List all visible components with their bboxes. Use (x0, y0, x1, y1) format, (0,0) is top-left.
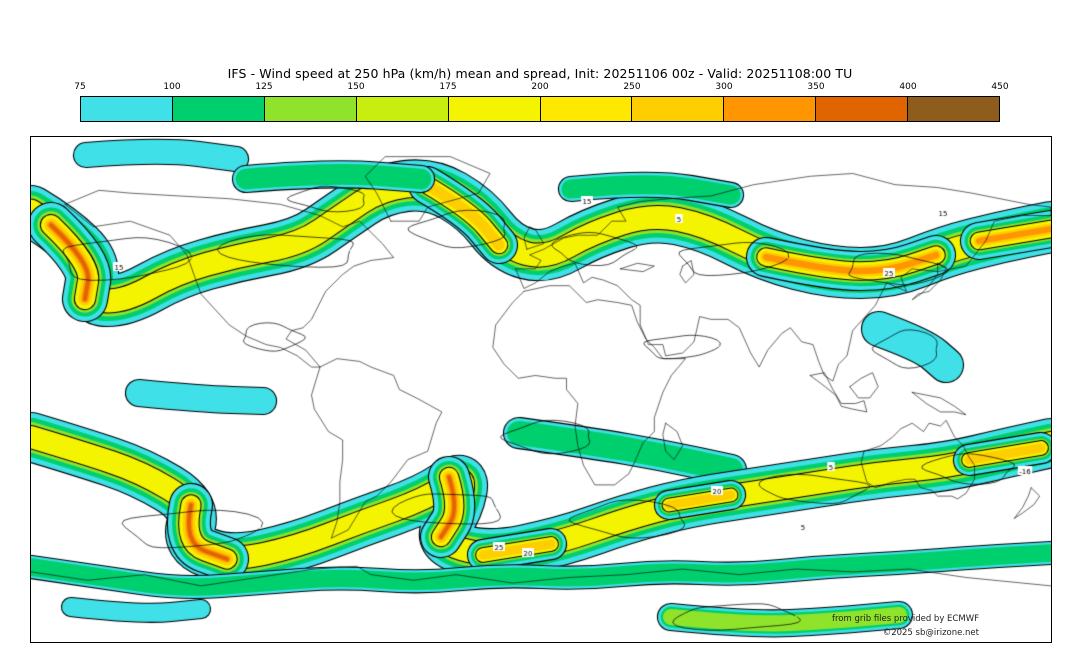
colorbar-tick-label: 125 (255, 82, 273, 92)
colorbar-tick-label: 350 (807, 82, 825, 92)
map-frame: from grib files provided by ECMWF ©2025 … (30, 136, 1052, 643)
colorbar-tick-label: 400 (899, 82, 917, 92)
colorbar-tick-label: 300 (715, 82, 733, 92)
colorbar-segment (264, 97, 357, 121)
map-canvas (31, 137, 1051, 642)
colorbar-segment (540, 97, 633, 121)
colorbar-segment (81, 97, 173, 121)
colorbar-tick-label: 100 (163, 82, 181, 92)
attribution-ecmwf: from grib files provided by ECMWF (832, 614, 979, 624)
chart-title: IFS - Wind speed at 250 hPa (km/h) mean … (227, 66, 853, 81)
colorbar-segment (448, 97, 541, 121)
colorbar-tick-label: 450 (991, 82, 1009, 92)
colorbar-segment (632, 97, 725, 121)
colorbar-tick-label: 75 (74, 82, 86, 92)
colorbar (80, 96, 1000, 122)
colorbar-segment (356, 97, 449, 121)
colorbar-tick-label: 200 (531, 82, 549, 92)
colorbar-tick-label: 150 (347, 82, 365, 92)
attribution-copyright: ©2025 sb@irizone.net (882, 628, 979, 638)
colorbar-segment (172, 97, 265, 121)
colorbar-segment (908, 97, 1000, 121)
colorbar-segment (816, 97, 909, 121)
colorbar-tick-label: 175 (439, 82, 457, 92)
colorbar-tick-label: 250 (623, 82, 641, 92)
colorbar-segment (724, 97, 817, 121)
colorbar-ticks: 75 100 125 150 175 200 250 300 350 400 450 (74, 82, 1008, 94)
